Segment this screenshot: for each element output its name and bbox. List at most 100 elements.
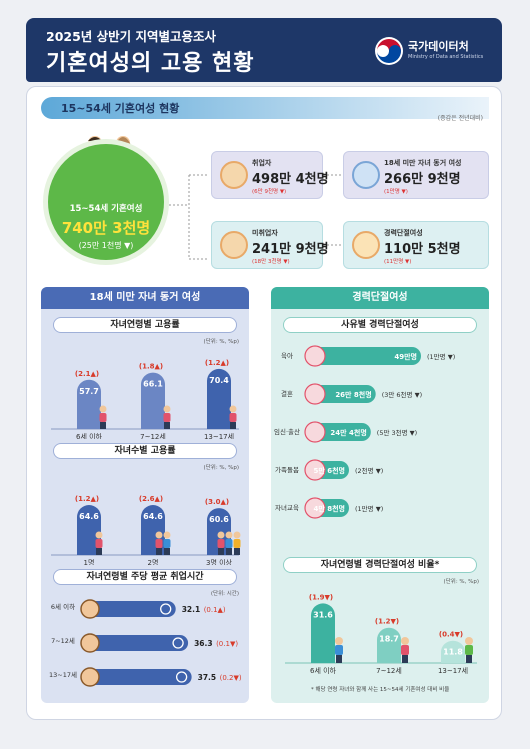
reason-category-label: 자녀교육 [275,503,299,512]
category-label: 7~12세 [140,432,166,439]
total-change: (25만 1천명 ▼) [78,241,134,250]
child-legs-icon [96,548,102,555]
child-head-icon [163,531,171,539]
child-head-icon [225,531,233,539]
reason-bar [305,347,421,365]
child-body-icon [163,413,171,422]
child-legs-icon [226,548,232,555]
connector-lines [169,174,209,260]
bar-value-label: 70.4 [209,376,229,385]
box-change: (18만 3천명 ▼) [252,259,290,265]
ratio-change-label: (1.9▼) [309,593,333,601]
bar-change-label: (1.2▲) [75,495,99,503]
reason-category-label: 결혼 [281,389,293,398]
child-legs-icon [234,548,240,555]
ratio-category-label: 13~17세 [438,666,468,675]
box-label: 취업자 [252,159,272,167]
ratio-chart-title: 자녀연령별 경력단절여성 비율* [283,557,477,573]
total-circle: 15~54세 기혼여성 740만 3천명 (25만 1천명 ▼) [43,139,169,265]
main-card: 15~54세 기혼여성 현황 (증감은 전년대비) 15~54세 기혼여성 74… [26,86,502,720]
clock-icon [160,603,172,615]
bar-value-label: 64.6 [79,512,99,521]
child-body-icon [335,645,343,655]
ratio-category-label: 6세 이하 [310,666,337,675]
reason-value-label: 26만 8천명 [335,390,371,399]
total-value: 740만 3천명 [61,219,151,237]
reason-change-label: (2천명 ▼) [355,466,383,475]
mother-box: 18세 미만 자녀 동거 여성 266만 9천명 (1만명 ▼) [343,151,489,199]
child-head-icon [233,531,241,539]
child-head-icon [95,531,103,539]
child-head-icon [155,531,163,539]
child-legs-icon [218,548,224,555]
reason-value-label: 24만 4천명 [330,428,366,437]
change-note: (증감은 전년대비) [437,115,483,122]
child-body-icon [225,539,233,548]
ratio-bar-body [441,652,465,663]
hours-chart-title: 자녀연령별 주당 평균 취업시간 [53,569,237,585]
child-head-icon [163,405,171,413]
career-break-woman-icon [352,231,380,259]
section1-title: 15~54세 기혼여성 현황 [61,102,180,115]
employed-woman-icon [220,161,248,189]
child-legs-icon [336,655,342,663]
category-label: 3명 이상 [206,558,233,565]
bar-body [141,384,165,429]
header-subtitle: 2025년 상반기 지역별고용조사 [46,29,216,44]
ratio-footnote: * 해당 연령 자녀와 함께 사는 15~54세 기혼여성 대비 비율 [311,687,450,693]
reason-category-label: 가족돌봄 [275,465,299,474]
child-body-icon [233,539,241,548]
bar-body [77,391,101,429]
bar-change-label: (1.2▲) [205,359,229,367]
bar-change-label: (3.0▲) [205,498,229,506]
child-head-icon [401,637,409,645]
child-legs-icon [164,548,170,555]
count-chart-title: 자녀수별 고용률 [53,443,237,459]
reason-change-label: (1만명 ▼) [355,504,383,513]
child-body-icon [217,539,225,548]
child-face-icon [80,667,100,687]
reason-value-label: 4만 8천명 [314,504,346,513]
box-label: 경력단절여성 [384,229,423,237]
logo-text: 국가데이터처 [408,40,469,53]
child-legs-icon [466,655,472,663]
count-chart-unit: (단위: %, %p) [203,465,239,471]
bar-value-label: 66.1 [143,380,163,389]
mother-baby-icon [352,161,380,189]
box-change: (6만 9천명 ▼) [252,189,287,195]
clock-icon [172,637,184,649]
hours-chart-unit: (단위: 시간) [210,591,239,597]
reason-illustration-icon [304,383,326,405]
logo-subtext: Ministry of Data and Statistics [408,54,484,60]
header-banner: 2025년 상반기 지역별고용조사 기혼여성의 고용 현황 국가데이터처 Min… [26,18,502,82]
bar-change-label: (2.6▲) [139,495,163,503]
ratio-change-label: (1.2▼) [375,618,399,626]
left-panel-title: 18세 미만 자녀 동거 여성 [41,287,249,309]
box-value: 110만 5천명 [384,242,461,257]
child-head-icon [99,405,107,413]
child-legs-icon [402,655,408,663]
bar-value-label: 57.7 [79,387,99,396]
ratio-value-label: 11.8 [443,648,463,657]
box-change: (11만명 ▼) [384,259,412,265]
bar-body [207,380,231,429]
child-head-icon [229,405,237,413]
reason-category-label: 임신·출산 [274,427,300,436]
bar-value-label: 60.6 [209,515,229,524]
total-label: 15~54세 기혼여성 [69,204,143,214]
child-face-icon [80,599,100,619]
unemployed-box: 미취업자 241만 9천명 (18만 3천명 ▼) [211,221,329,269]
left-panel: 18세 미만 자녀 동거 여성 자녀연령별 고용률 (단위: %, %p) 57… [41,287,249,703]
child-body-icon [95,539,103,548]
ratio-bar-body [311,615,335,663]
reason-chart-title: 사유별 경력단절여성 [283,317,477,333]
section1-ribbon: 15~54세 기혼여성 현황 [41,97,489,119]
child-head-icon [335,637,343,645]
child-head-icon [465,637,473,645]
child-legs-icon [100,422,106,429]
reason-illustration-icon [304,459,326,481]
taegeuk-logo-icon [375,37,403,65]
hours-value-label: 37.5 [198,673,217,682]
child-body-icon [155,539,163,548]
child-body-icon [229,413,237,422]
